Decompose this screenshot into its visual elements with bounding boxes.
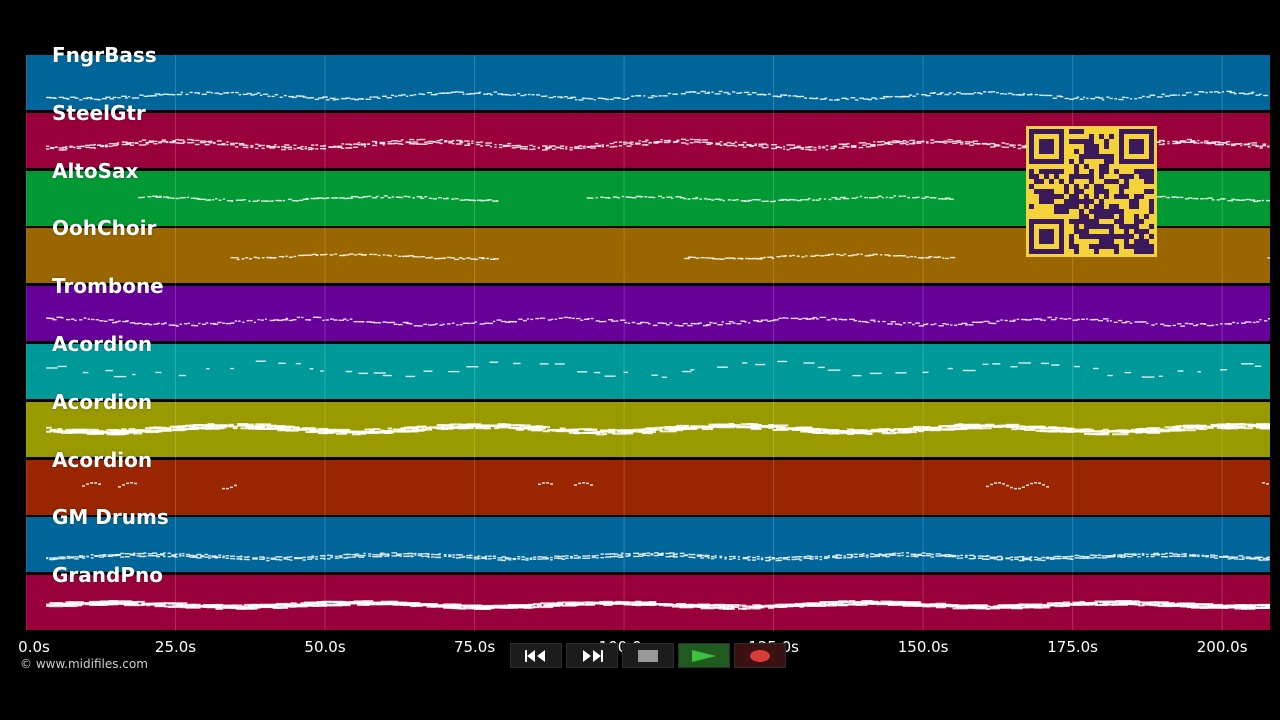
track-label: FngrBass xyxy=(52,43,157,67)
track-notes xyxy=(46,552,1270,562)
track-label: OohChoir xyxy=(52,216,157,241)
track-row xyxy=(26,55,1270,110)
track-row xyxy=(26,459,1270,515)
play-icon xyxy=(692,649,716,662)
track-row xyxy=(26,517,1270,573)
track-notes xyxy=(46,600,1270,611)
timeline-tick-label: 75.0s xyxy=(453,638,496,656)
track-notes xyxy=(230,253,1270,261)
track-label: Trombone xyxy=(52,274,164,299)
stop-button[interactable] xyxy=(622,643,674,668)
fast-forward-icon xyxy=(583,649,603,662)
timeline-tick-label: 0.0s xyxy=(18,638,50,656)
record-button[interactable] xyxy=(734,643,786,668)
track-label: Acordion xyxy=(52,447,153,472)
track-notes xyxy=(46,360,1262,379)
transport-controls xyxy=(510,643,786,668)
track-label: SteelGtr xyxy=(52,100,146,125)
qr-code-icon xyxy=(1026,126,1157,257)
track-notes xyxy=(46,422,1270,436)
track-label: AltoSax xyxy=(52,158,139,183)
track-label: GM Drums xyxy=(52,505,169,530)
play-button[interactable] xyxy=(678,643,730,668)
rewind-button[interactable] xyxy=(510,643,562,668)
stop-icon xyxy=(638,649,658,662)
timeline-tick-label: 50.0s xyxy=(304,638,346,656)
track-notes xyxy=(46,90,1269,101)
track-notes xyxy=(82,481,1269,489)
track-label: Acordion xyxy=(52,389,153,414)
track-row xyxy=(26,344,1270,399)
track-label: Acordion xyxy=(52,332,153,356)
timeline-tick-label: 175.0s xyxy=(1047,638,1099,656)
track-notes xyxy=(138,194,1270,202)
fast-forward-button[interactable] xyxy=(566,643,618,668)
track-row xyxy=(26,575,1270,631)
timeline-tick-label: 200.0s xyxy=(1196,638,1248,656)
record-icon xyxy=(750,649,770,662)
timeline-tick-label: 150.0s xyxy=(897,638,949,656)
track-label: GrandPno xyxy=(52,563,163,588)
timeline-tick-label: 25.0s xyxy=(154,638,197,656)
rewind-icon xyxy=(525,649,545,662)
copyright-text: © www.midifiles.com xyxy=(20,657,148,671)
track-notes xyxy=(46,316,1270,328)
track-row xyxy=(26,286,1270,342)
track-row xyxy=(26,401,1270,457)
